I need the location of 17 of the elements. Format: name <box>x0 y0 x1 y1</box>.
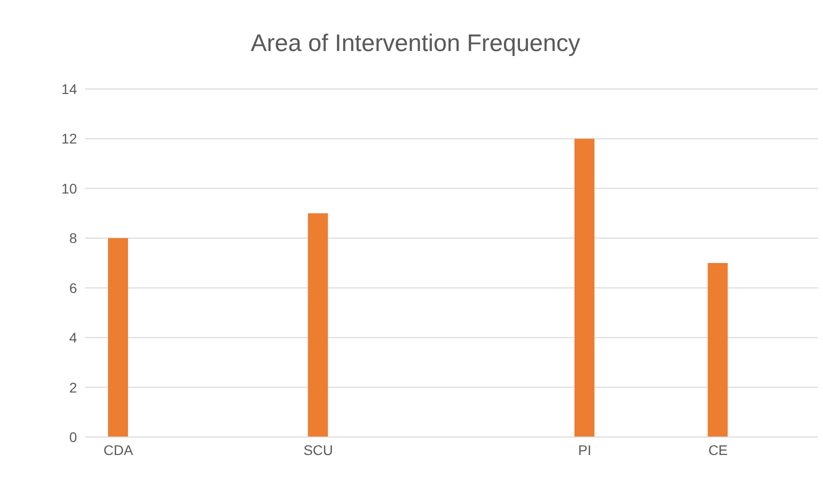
y-tick-label: 12 <box>61 130 78 147</box>
y-tick-label: 4 <box>69 330 78 346</box>
x-tick-label: CDA <box>104 442 134 458</box>
x-tick-label: PI <box>578 442 592 458</box>
bar <box>574 138 594 437</box>
x-tick-label: SCU <box>303 442 334 458</box>
y-tick-label: 8 <box>69 230 78 246</box>
y-tick-label: 10 <box>61 180 78 196</box>
y-tick-label: 14 <box>61 80 78 97</box>
y-tick-label: 2 <box>69 379 78 396</box>
chart-title: Area of Intervention Frequency <box>250 30 582 58</box>
bar <box>108 238 128 437</box>
x-tick-label: CE <box>708 442 728 458</box>
bar <box>708 263 728 437</box>
y-tick-label: 6 <box>69 280 78 296</box>
y-tick-label: 0 <box>69 428 78 445</box>
bar <box>308 213 328 437</box>
